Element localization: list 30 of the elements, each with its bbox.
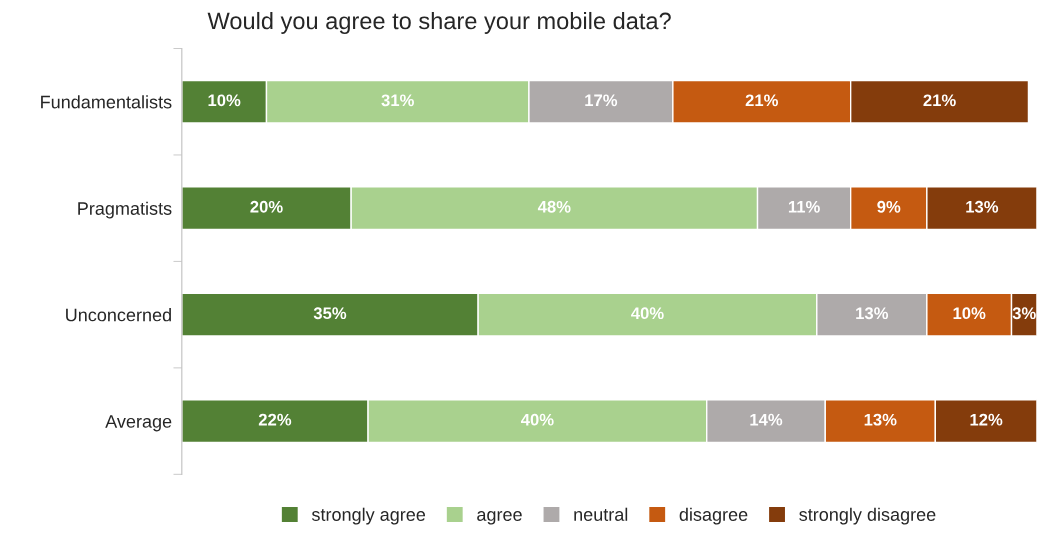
- legend-label: agree: [477, 511, 522, 525]
- chart-title: Would you agree to share your mobile data?: [207, 11, 671, 34]
- data-label: 3%: [1012, 307, 1036, 320]
- data-label: 13%: [966, 200, 999, 213]
- data-label: 40%: [631, 307, 664, 320]
- data-label: 9%: [877, 200, 901, 213]
- data-label: 13%: [864, 413, 897, 426]
- data-label: 48%: [537, 200, 571, 213]
- legend-label: strongly agree: [311, 507, 426, 525]
- data-label: 21%: [923, 94, 956, 107]
- data-label: 31%: [381, 94, 414, 107]
- legend-label: strongly disagree: [799, 507, 936, 525]
- data-label: 21%: [745, 94, 779, 107]
- data-label: 17%: [585, 94, 618, 107]
- data-label: 40%: [520, 413, 554, 426]
- y-tick-label: Pragmatists: [78, 201, 172, 219]
- data-label: 22%: [258, 413, 292, 426]
- data-label: 14%: [750, 413, 783, 426]
- y-tick-label: Average: [105, 415, 172, 432]
- data-label: 13%: [856, 307, 889, 320]
- data-label: 11%: [788, 200, 820, 213]
- legend-label: disagree: [679, 507, 748, 525]
- data-label: 35%: [313, 307, 347, 320]
- data-label: 20%: [250, 200, 283, 213]
- y-tick-label: Unconcerned: [66, 308, 171, 322]
- data-label: 10%: [953, 307, 986, 320]
- data-label: 10%: [208, 94, 241, 107]
- data-label: 12%: [970, 413, 1003, 426]
- y-tick-label: Fundamentalists: [41, 95, 172, 109]
- legend-label: neutral: [574, 507, 628, 521]
